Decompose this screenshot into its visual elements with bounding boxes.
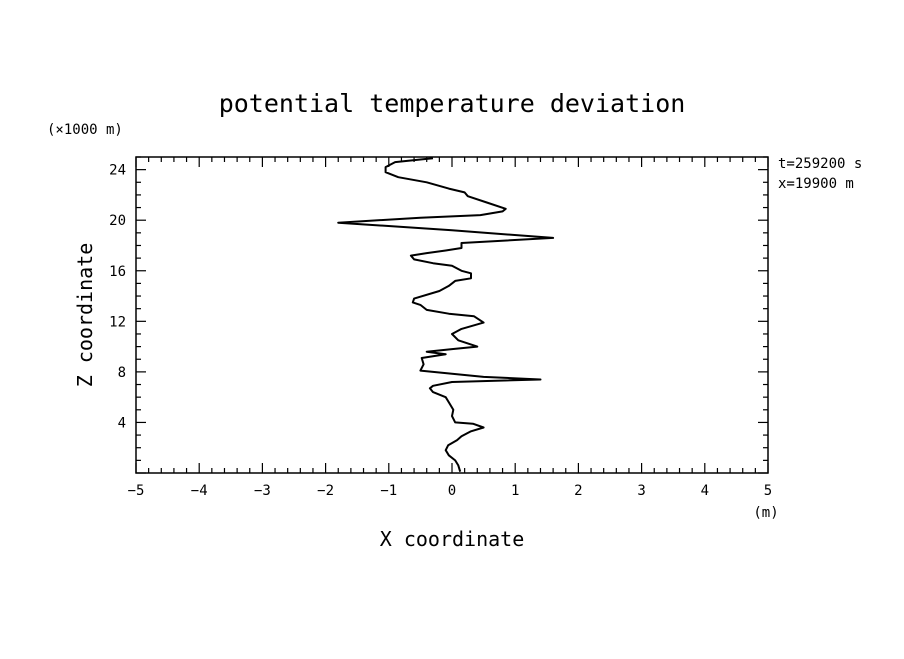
x-tick-label: 1 [511, 483, 519, 499]
y-unit-label: (×1000 m) [47, 122, 123, 138]
y-tick-label: 12 [109, 314, 126, 330]
x-tick-label: −1 [380, 483, 397, 499]
x-tick-label: 0 [448, 483, 456, 499]
x-tick-label: −4 [191, 483, 208, 499]
x-tick-label: 4 [701, 483, 709, 499]
y-tick-label: 24 [109, 163, 126, 179]
x-unit-label: (m) [753, 505, 778, 521]
y-tick-label: 20 [109, 213, 126, 229]
series-line-0 [337, 157, 555, 472]
ticks-layer [135, 156, 769, 474]
x-axis-title: X coordinate [380, 527, 525, 551]
x-tick-label: 3 [637, 483, 645, 499]
annotation-position: x=19900 m [778, 176, 854, 192]
x-tick-label: −5 [128, 483, 145, 499]
x-tick-label: 5 [764, 483, 772, 499]
y-tick-label: 16 [109, 264, 126, 280]
y-tick-label: 8 [118, 365, 126, 381]
y-axis-title: Z coordinate [73, 243, 97, 388]
x-tick-label: −3 [254, 483, 271, 499]
chart-title: potential temperature deviation [219, 89, 686, 118]
x-tick-label: 2 [574, 483, 582, 499]
annotation-time: t=259200 s [778, 156, 862, 172]
y-tick-label: 4 [118, 415, 126, 431]
series-layer [337, 157, 555, 472]
x-tick-label: −2 [317, 483, 334, 499]
